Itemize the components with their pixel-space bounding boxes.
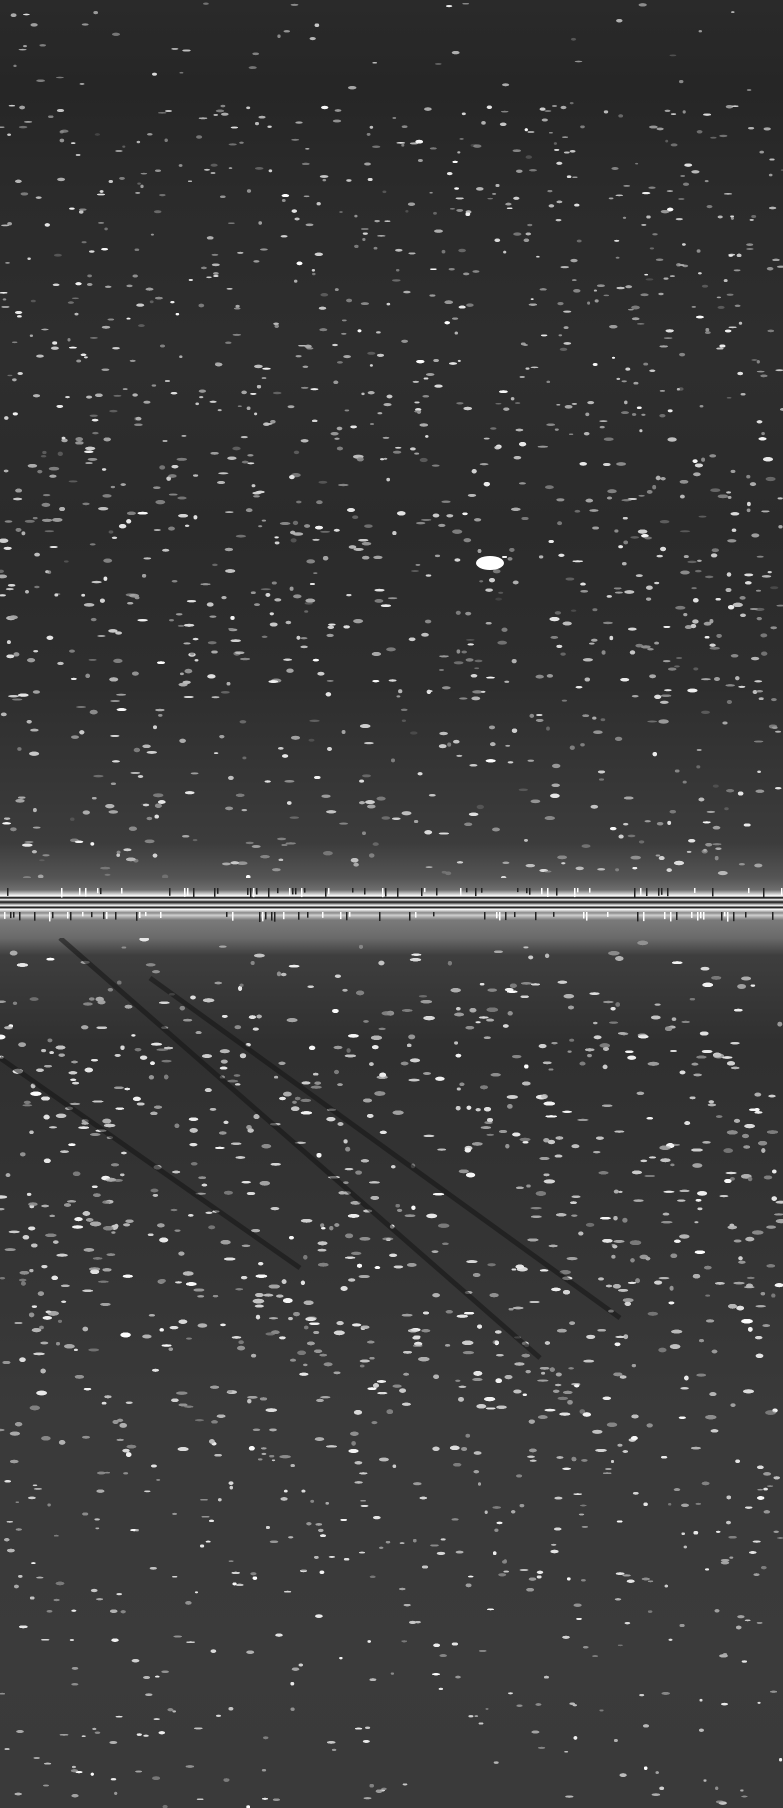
- seabed-scar-line: [148, 975, 622, 1321]
- starboard-speckle-layer: [0, 938, 783, 1808]
- seabed-scar-line: [58, 938, 542, 1360]
- seabed-scar-line: [0, 1055, 302, 1271]
- port-speckle-layer: [0, 2, 783, 878]
- port-channel-panel: [0, 0, 783, 878]
- nadir-tick-layer: [4, 888, 783, 922]
- starboard-channel-panel: [0, 938, 783, 1808]
- nadir-water-column-strip: [0, 878, 783, 938]
- bright-target-return: [476, 556, 504, 570]
